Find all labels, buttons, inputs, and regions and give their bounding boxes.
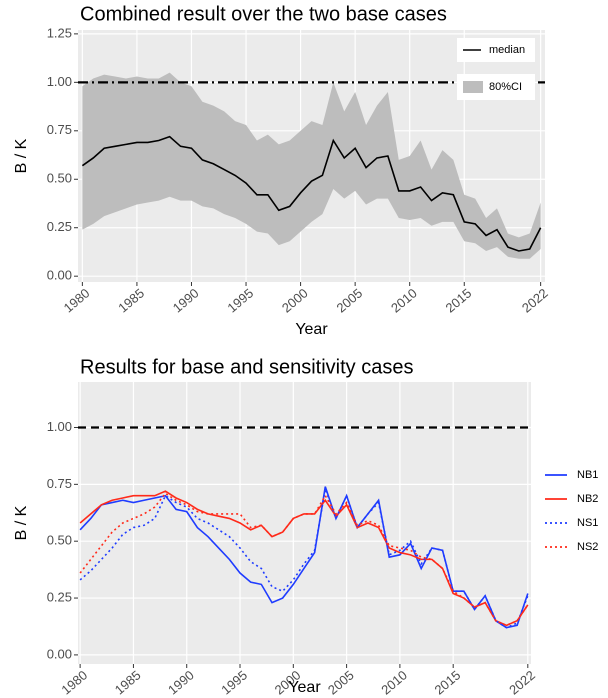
x-tick-label: 2000 <box>279 285 311 315</box>
y-tick-label: 0.25 <box>47 219 72 234</box>
y-tick-label: 0.50 <box>47 533 72 548</box>
plot-background <box>78 382 531 664</box>
x-tick-label: 1990 <box>165 667 197 697</box>
ci-band <box>82 72 541 259</box>
y-tick-label: 0.75 <box>47 122 72 137</box>
legend-label: 80%CI <box>489 81 522 93</box>
x-tick-label: 2015 <box>443 285 475 315</box>
x-axis-label: Year <box>288 679 321 696</box>
x-tick-label: 1985 <box>115 285 147 315</box>
legend-key <box>463 81 483 93</box>
series-line <box>81 135 542 252</box>
x-axis-label: Year <box>295 321 328 338</box>
series-line <box>79 490 529 627</box>
x-tick-label: 1990 <box>170 285 202 315</box>
y-tick-label: 0.50 <box>47 171 72 186</box>
chart-title: Results for base and sensitivity cases <box>80 356 414 378</box>
x-tick-label: 2022 <box>519 285 551 315</box>
y-tick-label: 1.00 <box>47 419 72 434</box>
legend-label: median <box>489 44 525 56</box>
x-tick-label: 2010 <box>388 285 420 315</box>
y-tick-label: 0.75 <box>47 476 72 491</box>
y-tick-label: 1.00 <box>47 74 72 89</box>
x-tick-label: 2005 <box>333 285 365 315</box>
x-tick-label: 1985 <box>112 667 144 697</box>
legend-label: NB2 <box>577 493 598 505</box>
legend-label: NB1 <box>577 469 598 481</box>
y-tick-label: 0.25 <box>47 589 72 604</box>
y-tick-label: 0.00 <box>47 268 72 283</box>
legend-label: NS2 <box>577 541 598 553</box>
x-tick-label: 2005 <box>325 667 357 697</box>
x-tick-label: 1995 <box>218 667 250 697</box>
chart-title: Combined result over the two base cases <box>80 3 447 25</box>
x-tick-label: 2022 <box>506 667 538 697</box>
x-tick-label: 2010 <box>378 667 410 697</box>
x-tick-label: 2015 <box>432 667 464 697</box>
series-line <box>79 492 529 627</box>
x-tick-label: 1980 <box>61 285 93 315</box>
y-tick-label: 0.00 <box>47 646 72 661</box>
y-axis-label: B / K <box>13 505 30 540</box>
legend-label: NS1 <box>577 517 598 529</box>
x-tick-label: 1980 <box>58 667 90 697</box>
series-line <box>79 486 529 629</box>
y-tick-label: 1.25 <box>47 25 72 40</box>
y-axis-label: B / K <box>13 138 30 173</box>
x-tick-label: 1995 <box>224 285 256 315</box>
